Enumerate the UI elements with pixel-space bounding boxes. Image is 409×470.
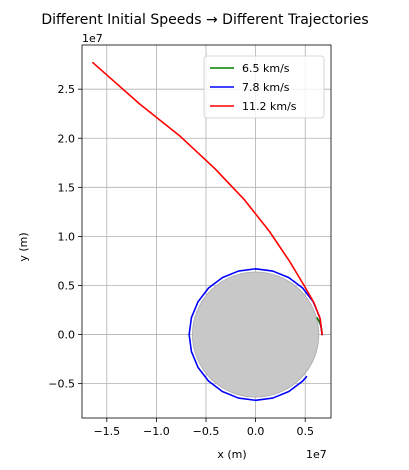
y-tick-label: 2.5	[58, 83, 76, 96]
y-tick-label: 0.5	[58, 279, 76, 292]
plot-frame	[81, 44, 332, 419]
x-tick-label: −1.5	[93, 425, 120, 438]
y-tick-label: 1.0	[58, 230, 76, 243]
x-tick-label: −1.0	[143, 425, 170, 438]
y-tick-label: 0.0	[58, 329, 76, 342]
x-axis-label: x (m)	[217, 448, 246, 461]
legend-entry-1: 7.8 km/s	[242, 81, 290, 94]
legend: 6.5 km/s 7.8 km/s 11.2 km/s	[203, 55, 325, 119]
x-tick-label: 0.0	[247, 425, 265, 438]
legend-entry-2: 11.2 km/s	[242, 100, 297, 113]
x-offset-text: 1e7	[306, 448, 327, 461]
x-axis-ticks: −1.5 −1.0 −0.5 0.0 0.5	[93, 418, 314, 438]
y-offset-text: 1e7	[82, 32, 103, 45]
y-axis-label: y (m)	[17, 232, 30, 261]
series-line-1	[188, 267, 323, 402]
x-tick-label: −0.5	[193, 425, 220, 438]
y-tick-label: 2.0	[58, 132, 76, 145]
chart-title: Different Initial Speeds → Different Tra…	[41, 12, 368, 28]
legend-box	[203, 55, 325, 119]
legend-entry-0: 6.5 km/s	[242, 62, 290, 75]
y-axis-ticks: −0.5 0.0 0.5 1.0 1.5 2.0 2.5	[48, 83, 82, 391]
series-line-2	[92, 61, 323, 336]
series-layer	[92, 61, 323, 402]
earth-disc	[192, 271, 320, 398]
y-tick-label: 1.5	[58, 181, 76, 194]
earth-layer	[192, 271, 320, 398]
x-tick-label: 0.5	[296, 425, 314, 438]
y-tick-label: −0.5	[48, 378, 75, 391]
